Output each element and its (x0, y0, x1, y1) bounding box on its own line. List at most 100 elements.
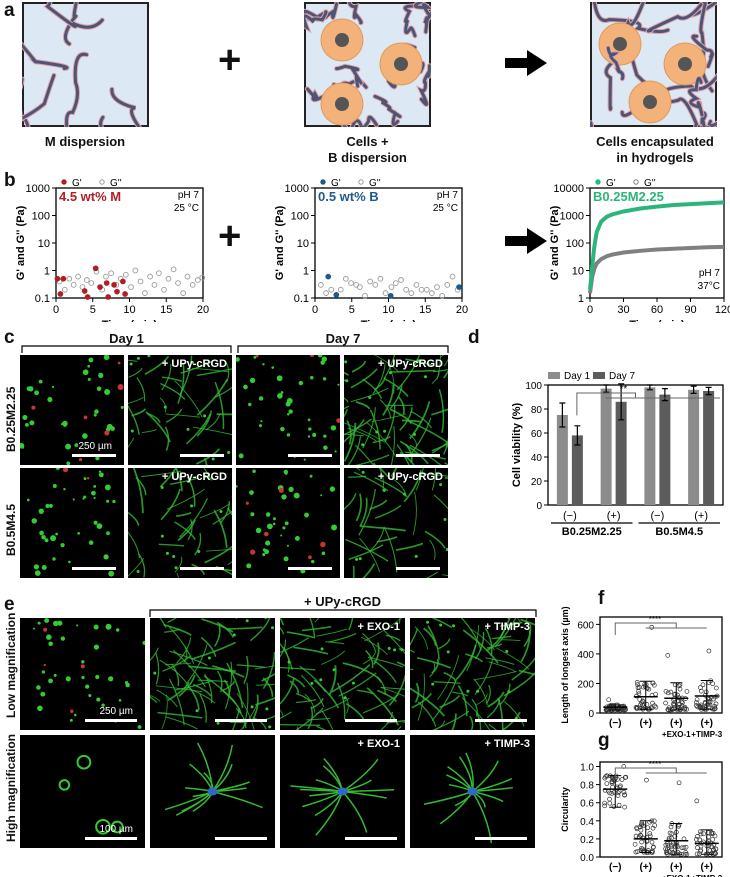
cell-fiber (427, 625, 440, 660)
cell-fiber (496, 647, 530, 670)
cell-fiber (171, 663, 180, 687)
data-point (105, 294, 112, 300)
cell-dot (195, 709, 199, 713)
cell-fiber (369, 409, 381, 450)
cell-fiber (161, 694, 168, 730)
cell-dot (31, 405, 36, 410)
sample-annotation: 4.5 wt% M (59, 189, 121, 204)
cell-dot (52, 484, 57, 488)
cell-fiber (365, 669, 383, 683)
caption-in-hydrogels: in hydrogels (616, 150, 694, 165)
cell-dot (80, 664, 85, 669)
y-tick-label: 80 (531, 405, 543, 416)
data-point (151, 282, 158, 288)
data-point (611, 804, 617, 809)
cell-dot (283, 556, 289, 562)
cell-fiber (362, 407, 376, 449)
cell-dot (337, 383, 340, 386)
scale-bar (180, 567, 224, 570)
cell-fiber (289, 680, 300, 694)
cell-dot (312, 432, 317, 437)
cell-dot (66, 461, 71, 465)
condition-label: 25 °C (174, 203, 199, 214)
cell-dot (288, 486, 294, 492)
micrograph-e: + EXO-1 (280, 735, 405, 848)
cell-fiber (399, 440, 429, 465)
data-point (356, 284, 363, 290)
cell-fiber (161, 363, 172, 391)
cell-fiber (174, 380, 203, 418)
data-point (367, 278, 373, 285)
cell-dot (284, 521, 289, 526)
y-tick-label: 10 (38, 238, 50, 250)
cell-dot (271, 626, 275, 630)
data-point (142, 290, 148, 297)
micrograph-c: + UPy-cRGD (128, 468, 232, 578)
cell-dot (165, 551, 169, 555)
cell-fiber (421, 473, 448, 477)
cell-fiber (344, 422, 357, 462)
cell-dot (26, 498, 30, 502)
significance-bracket (576, 392, 720, 416)
cell-fiber (325, 641, 345, 645)
cell-dot (245, 501, 249, 505)
cell-fiber (390, 425, 395, 465)
cell-fiber (399, 451, 415, 465)
cell-fiber (253, 716, 267, 730)
cell-fiber (433, 681, 461, 684)
legend-label: Day 1 (564, 371, 591, 382)
cell-dot (85, 684, 90, 689)
data-point (644, 702, 650, 707)
bar (615, 401, 627, 505)
cell-dot (236, 485, 238, 488)
scale-bar (396, 454, 440, 457)
cell-fiber (358, 488, 377, 536)
y-tick-label: 0 (536, 501, 542, 512)
data-point (712, 833, 718, 839)
data-point (607, 796, 612, 802)
y-tick-label: 200 (577, 679, 594, 690)
cell-dot (57, 620, 63, 626)
cell-fiber (344, 371, 350, 376)
data-point (606, 697, 612, 703)
cell-dot (375, 430, 379, 434)
cell-dot (310, 681, 314, 685)
cell-fiber (295, 707, 324, 730)
cell-fiber (360, 525, 406, 532)
data-point (634, 680, 640, 685)
data-point (189, 282, 196, 288)
cell-fiber (280, 626, 285, 635)
y-tick-label: 1000 (285, 183, 309, 195)
cell-fiber (280, 618, 285, 626)
cell-dot (320, 360, 325, 365)
cell-dot (172, 555, 176, 559)
y-tick-label: 40 (531, 453, 543, 464)
cell-fiber (348, 544, 384, 560)
cell-fiber (383, 526, 398, 573)
cell-fiber (128, 359, 138, 362)
cell-fiber (155, 652, 160, 685)
fiber (691, 34, 714, 68)
cell-fiber (236, 693, 255, 730)
cell-fiber (280, 639, 287, 658)
cell-dot (238, 453, 244, 459)
fiber (45, 2, 104, 29)
cell-fiber (344, 433, 364, 437)
cell-dot (286, 433, 291, 437)
data-point (621, 764, 627, 769)
cell-dot (98, 372, 104, 379)
cell-fiber (165, 408, 183, 423)
cell-fiber (498, 618, 511, 640)
cell-fiber (374, 355, 400, 373)
condition-label: 25 °C (433, 203, 458, 214)
cell-dot (101, 703, 105, 707)
error-bar (705, 386, 712, 396)
cell-fiber (243, 655, 249, 685)
y-axis-label: G' and G'' (Pa) (15, 205, 27, 280)
cell-dot (55, 468, 60, 471)
cell-dot (265, 707, 269, 711)
cell-fiber (214, 386, 232, 399)
cell-dot (52, 557, 56, 561)
data-point (651, 844, 656, 850)
data-point (81, 288, 88, 294)
